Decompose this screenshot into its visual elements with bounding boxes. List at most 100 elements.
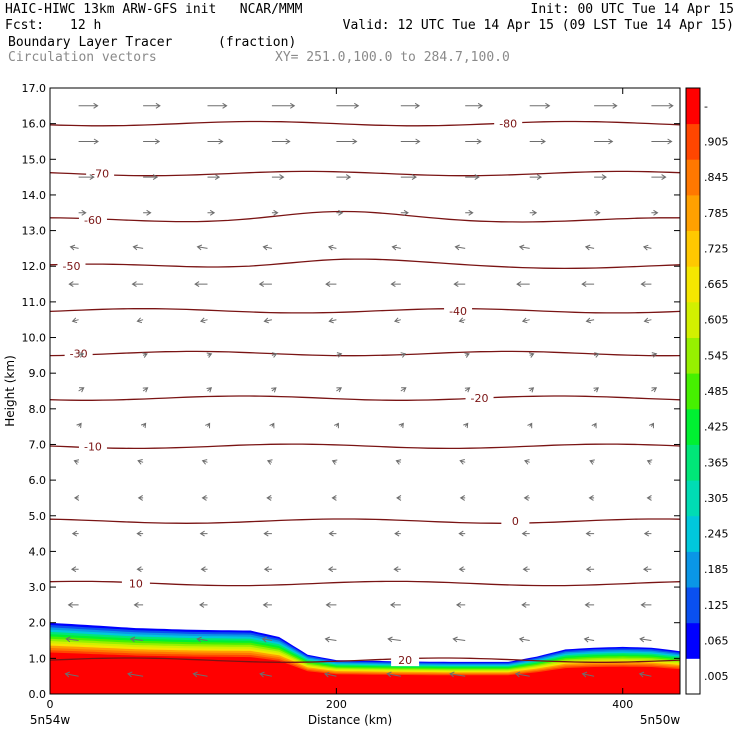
circulation-vector [206, 352, 213, 358]
circulation-vector [463, 422, 469, 429]
circulation-vector [646, 459, 653, 465]
circulation-vector [263, 566, 272, 573]
circulation-vector [400, 174, 417, 181]
circulation-vector [259, 671, 272, 678]
circulation-vector [64, 671, 79, 678]
circulation-vector [194, 281, 208, 288]
circulation-vector [394, 530, 401, 537]
circulation-vector [584, 244, 595, 251]
circulation-vector [594, 209, 601, 216]
circulation-vector [71, 530, 79, 537]
circulation-vector [458, 530, 466, 537]
circulation-vector [585, 317, 595, 324]
circulation-vector [455, 601, 466, 608]
isotherm-contour [50, 518, 680, 524]
y-tick-label: 9.0 [29, 367, 47, 380]
circulation-vector [393, 566, 401, 573]
circulation-vector [336, 102, 360, 109]
colorbar-label: .845 [704, 171, 729, 184]
circulation-vector [78, 138, 99, 145]
circulation-vector [68, 281, 79, 288]
circulation-vector [206, 387, 213, 393]
plot-frame [49, 87, 681, 695]
left-endpoint-label: 5n54w [30, 713, 71, 727]
circulation-vector [136, 530, 144, 537]
circulation-vector [465, 174, 480, 181]
circulation-vector [70, 566, 79, 573]
colorbar-label: .545 [704, 349, 729, 362]
circulation-vector [581, 281, 595, 288]
circulation-vector [78, 174, 95, 181]
circulation-vector [593, 387, 599, 393]
circulation-vector [73, 459, 80, 465]
colorbar-swatch [686, 551, 700, 588]
circulation-vector [521, 317, 530, 324]
circulation-vector [323, 671, 337, 678]
colorbar-label: .605 [704, 314, 729, 327]
isotherm-label: -20 [471, 392, 489, 405]
circulation-vector [642, 566, 652, 573]
isotherm-label: 20 [398, 654, 412, 667]
circulation-vector [65, 636, 79, 643]
circulation-vector [78, 387, 85, 393]
isotherm-label: -10 [84, 440, 102, 453]
circulation-vector [640, 281, 652, 288]
y-tick-label: 13.0 [22, 225, 47, 238]
xy-label: XY= 251.0,100.0 to 284.7,100.0 [275, 50, 510, 65]
circulation-vector [262, 601, 272, 608]
circulation-vector [78, 102, 99, 109]
isotherm-contour [50, 580, 680, 587]
circulation-vector [327, 244, 337, 251]
circulation-vector [331, 459, 338, 465]
circulation-vector [651, 102, 674, 109]
circulation-vector [271, 138, 291, 145]
circulation-vector [464, 387, 471, 393]
circulation-vector [465, 102, 484, 109]
x-tick-label: 400 [612, 698, 633, 711]
circulation-vector [327, 566, 337, 573]
circulation-vector [593, 352, 600, 358]
circulation-vector [528, 387, 535, 393]
circulation-vector [192, 671, 208, 678]
isotherm-label-bg [78, 213, 107, 226]
circulation-vector [584, 601, 595, 608]
circulation-vector [589, 459, 595, 465]
circulation-vector [651, 209, 659, 216]
circulation-vector [205, 422, 211, 429]
colorbar-swatch [686, 480, 700, 517]
right-endpoint-label: 5n50w [640, 713, 681, 727]
circulation-vector [143, 138, 161, 145]
circulation-vector [453, 281, 466, 288]
circulation-vector [646, 494, 652, 501]
y-tick-label: 12.0 [22, 260, 47, 273]
circulation-vector [523, 494, 530, 501]
circulation-vector [390, 281, 401, 288]
colorbar-swatch [686, 622, 700, 659]
circulation-vector [594, 138, 614, 145]
y-tick-label: 8.0 [29, 403, 47, 416]
tracer-band [50, 652, 680, 694]
x-axis-label: Distance (km) [308, 713, 392, 727]
circulation-vector [331, 494, 337, 501]
colorbar-label: .785 [704, 207, 729, 220]
y-tick-label: 15.0 [22, 153, 47, 166]
y-tick-label: 2.0 [29, 617, 47, 630]
circulation-vector [400, 352, 407, 358]
circulation-vector [199, 317, 208, 324]
circulation-vector [393, 317, 401, 324]
circulation-vector [271, 387, 277, 393]
circulation-vector [136, 566, 144, 573]
colorbar-label: .005 [704, 670, 729, 683]
y-tick-label: 6.0 [29, 474, 47, 487]
colorbar-label: .125 [704, 599, 729, 612]
circulation-vector [69, 244, 79, 251]
circulation-vector [527, 422, 533, 429]
colorbar-label: .065 [704, 635, 729, 648]
y-tick-label: 17.0 [22, 82, 47, 95]
y-tick-label: 11.0 [22, 296, 47, 309]
circulation-vector [643, 317, 652, 324]
colorbar-label: .365 [704, 456, 729, 469]
circulation-vector [333, 422, 339, 429]
colorbar-swatch [686, 515, 700, 552]
isotherm-label: 0 [512, 515, 519, 528]
